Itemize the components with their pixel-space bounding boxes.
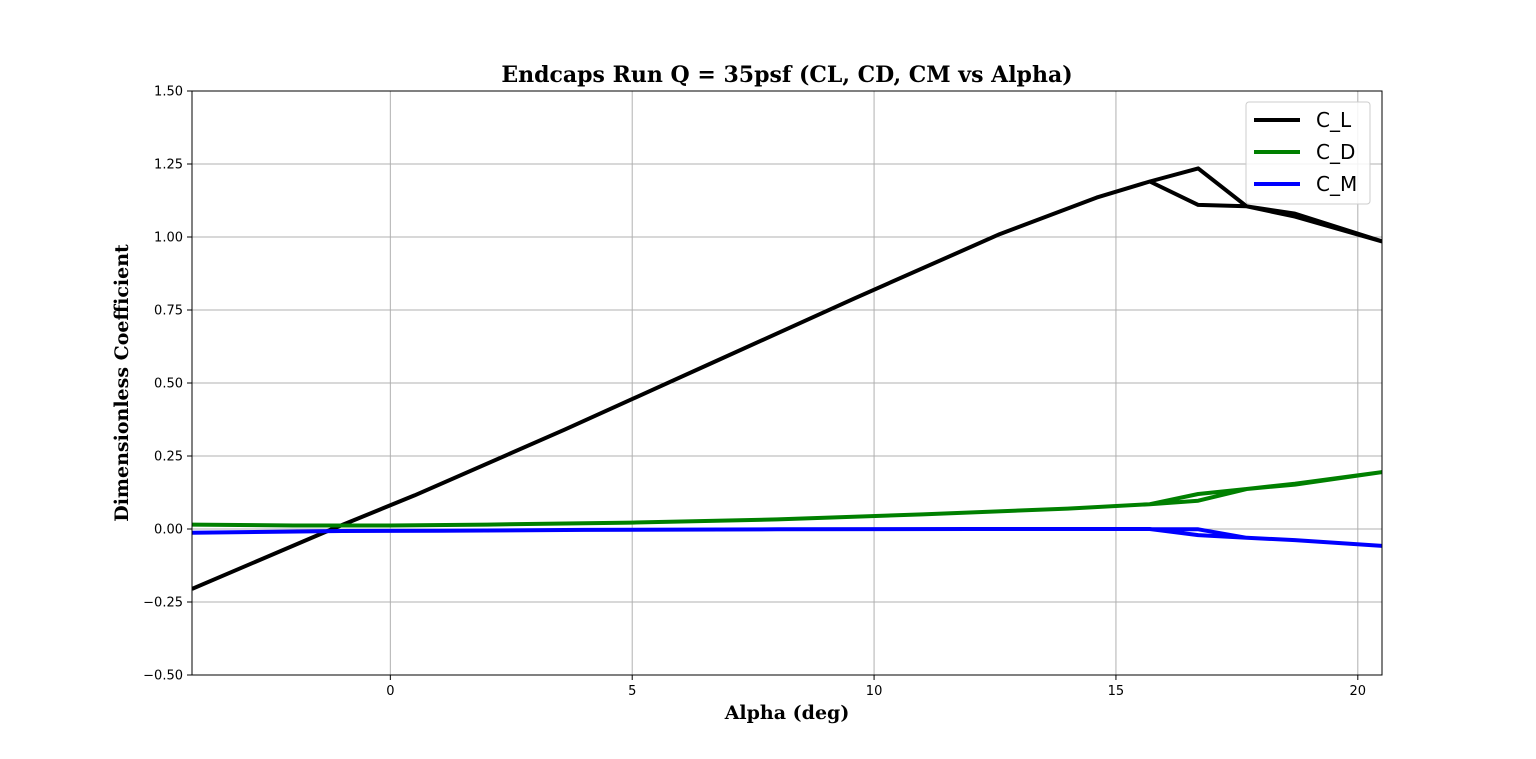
x-tick-label: 15 <box>1108 684 1125 699</box>
y-tick-label: 1.50 <box>154 85 183 100</box>
y-tick-label: 0.75 <box>154 304 183 319</box>
series-line-c-m <box>192 527 1382 548</box>
y-tick-label: 1.00 <box>154 231 183 246</box>
y-axis-label: Dimensionless Coefficient <box>111 244 133 522</box>
x-tick-label: 10 <box>866 684 883 699</box>
legend-label: C_M <box>1316 172 1357 196</box>
x-tick-label: 20 <box>1350 684 1367 699</box>
y-tick-label: −0.50 <box>143 669 183 684</box>
series-lines <box>192 166 1382 591</box>
legend-label: C_L <box>1316 108 1352 132</box>
plot-frame <box>191 90 1383 676</box>
x-axis-label: Alpha (deg) <box>724 702 850 724</box>
x-tick-label: 5 <box>628 684 636 699</box>
legend-label: C_D <box>1316 140 1355 164</box>
y-tick-label: 0.50 <box>154 377 183 392</box>
y-tick-label: 1.25 <box>154 158 183 173</box>
series-line-c-d <box>192 470 1382 528</box>
y-tick-label: 0.25 <box>154 450 183 465</box>
y-tick-label: 0.00 <box>154 523 183 538</box>
series-line-c-l <box>192 166 1382 591</box>
chart-title: Endcaps Run Q = 35psf (CL, CD, CM vs Alp… <box>501 62 1072 88</box>
legend: C_L C_D C_M <box>1245 101 1371 205</box>
x-tick-label: 0 <box>386 684 394 699</box>
y-tick-label: −0.25 <box>143 596 183 611</box>
legend-box <box>1245 101 1371 205</box>
axis-ticks: 0 5 10 15 20 −0.50 −0.25 0.00 0.25 0.50 0.75 1.00 1.… <box>143 85 1366 700</box>
